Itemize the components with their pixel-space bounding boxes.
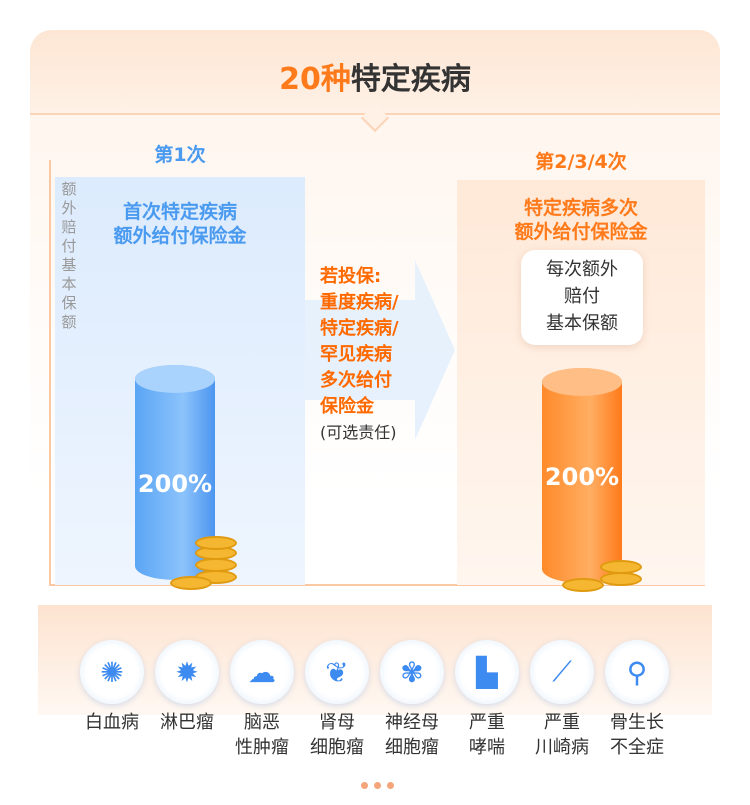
neuron-icon: ✾ (380, 640, 444, 704)
y-axis (49, 160, 51, 585)
first-line1: 首次特定疾病 (122, 201, 237, 223)
disease-label: 肾母 细胞瘤 (297, 710, 377, 760)
bubble-line: 基本保额 (546, 313, 618, 334)
middle-line: 罕见疾病 (320, 344, 392, 365)
middle-line: 保险金 (320, 396, 374, 417)
middle-note: 若投保: 重度疾病/ 特定疾病/ 罕见疾病 多次给付 保险金 (可选责任) (320, 264, 399, 446)
disease-label-line: 细胞瘤 (385, 737, 439, 758)
disease-label: 神经母 细胞瘤 (372, 710, 452, 760)
repeat-cylinder: 200% (542, 368, 622, 583)
axis-label: 额外赔付基本保额 (61, 180, 77, 331)
page-title: 20种特定疾病 (0, 54, 750, 98)
middle-line: 特定疾病/ (320, 318, 399, 339)
disease-label: 淋巴瘤 (147, 710, 227, 735)
brain-icon: ☁ (230, 640, 294, 704)
disease-label-line: 脑恶 (244, 712, 280, 733)
bone-joint-icon: ⚲ (605, 640, 669, 704)
virus-icon: ✺ (80, 640, 144, 704)
cell-icon: ✹ (155, 640, 219, 704)
title-rest: 特定疾病 (350, 62, 471, 97)
cylinder-top (542, 368, 622, 396)
optional-note: (可选责任) (320, 423, 397, 442)
disease-label-line: 白血病 (85, 712, 139, 733)
disease-label-line: 川崎病 (535, 737, 589, 758)
disease-label: 脑恶 性肿瘤 (222, 710, 302, 760)
cylinder-top (135, 365, 215, 393)
disease-band (38, 605, 712, 715)
bubble-line: 每次额外 (546, 259, 618, 280)
pagination-dot (361, 782, 368, 789)
thermometer-icon: ⟋ (530, 640, 594, 704)
middle-line: 重度疾病/ (320, 292, 399, 313)
disease-label-line: 严重 (469, 712, 505, 733)
header (30, 30, 720, 115)
disease-label-line: 肾母 (319, 712, 355, 733)
disease-label: 骨生长 不全症 (597, 710, 677, 760)
repeat-line1: 特定疾病多次 (523, 197, 638, 219)
arrow-icon (305, 260, 455, 440)
repeat-percent: 200% (544, 463, 620, 491)
bubble-line: 赔付 (564, 286, 600, 307)
inhaler-icon: ▙ (455, 640, 519, 704)
x-axis (49, 584, 705, 586)
title-highlight: 20种 (279, 62, 351, 97)
middle-line: 若投保: (320, 266, 382, 287)
disease-label: 严重 川崎病 (522, 710, 602, 760)
disease-label-line: 哮喘 (469, 737, 505, 758)
first-cylinder: 200% (135, 365, 215, 580)
repeat-tag: 第2/3/4次 (535, 151, 627, 173)
disease-label-line: 神经母 (385, 712, 439, 733)
repeat-line2: 额外给付保险金 (514, 221, 648, 243)
repeat-bubble: 每次额外 赔付 基本保额 (521, 250, 643, 345)
disease-label-line: 骨生长 (610, 712, 664, 733)
disease-label-line: 严重 (544, 712, 580, 733)
disease-label-line: 性肿瘤 (235, 737, 289, 758)
disease-label: 严重 哮喘 (447, 710, 527, 760)
disease-label-line: 淋巴瘤 (160, 712, 214, 733)
disease-label-line: 细胞瘤 (310, 737, 364, 758)
pagination-dot (387, 782, 394, 789)
disease-label-line: 不全症 (610, 737, 664, 758)
first-line2: 额外给付保险金 (113, 225, 247, 247)
kidney-icon: ❦ (305, 640, 369, 704)
pagination-dot (374, 782, 381, 789)
middle-line: 多次给付 (320, 370, 392, 391)
first-percent: 200% (137, 470, 213, 498)
disease-label: 白血病 (72, 710, 152, 735)
first-tag: 第1次 (154, 144, 206, 166)
